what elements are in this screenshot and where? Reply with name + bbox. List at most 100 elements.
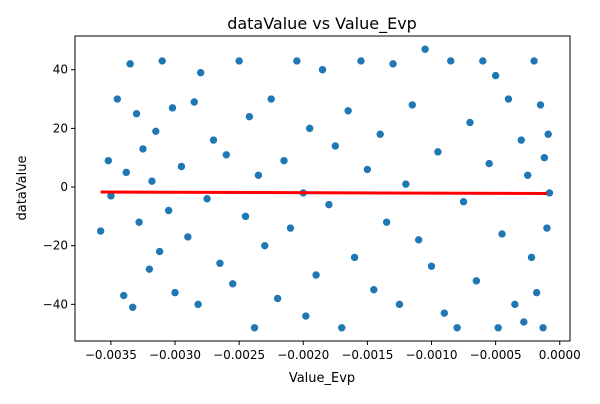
scatter-point bbox=[395, 300, 404, 309]
scatter-point bbox=[459, 197, 468, 206]
scatter-point bbox=[209, 135, 218, 145]
y-tick-label: −40 bbox=[43, 297, 68, 311]
x-tick-label: −0.0025 bbox=[213, 348, 265, 362]
scatter-point bbox=[125, 59, 135, 69]
scatter-point bbox=[363, 165, 372, 174]
y-tick-label: 20 bbox=[53, 121, 68, 135]
scatter-point bbox=[356, 56, 366, 66]
scatter-point bbox=[465, 118, 475, 127]
scatter-point bbox=[183, 232, 193, 242]
scatter-point bbox=[301, 311, 311, 321]
scatter-point bbox=[96, 226, 105, 236]
scatter-point bbox=[122, 168, 131, 177]
scatter-point bbox=[279, 156, 289, 165]
scatter-point bbox=[452, 323, 462, 333]
scatter-point bbox=[128, 302, 138, 312]
y-tick-label: −20 bbox=[43, 239, 68, 253]
x-axis-label: Value_Evp bbox=[289, 371, 355, 386]
y-axis-label: dataValue bbox=[15, 156, 30, 221]
x-tick-label: −0.0010 bbox=[405, 348, 457, 362]
scatter-point bbox=[497, 229, 507, 239]
scatter-point bbox=[343, 106, 353, 116]
x-tick-label: 0.0000 bbox=[539, 348, 581, 362]
scatter-point bbox=[155, 247, 164, 256]
scatter-point bbox=[542, 223, 552, 233]
scatter-point bbox=[484, 159, 494, 168]
scatter-point bbox=[292, 56, 302, 66]
scatter-point bbox=[529, 56, 539, 66]
scatter-point bbox=[273, 294, 282, 303]
scatter-point bbox=[241, 212, 250, 221]
scatter-point bbox=[527, 253, 536, 262]
scatter-point bbox=[170, 288, 180, 297]
scatter-point bbox=[189, 97, 199, 107]
scatter-point bbox=[369, 285, 379, 294]
scatter-point bbox=[305, 124, 314, 133]
scatter-point bbox=[523, 171, 532, 180]
scatter-point bbox=[151, 127, 161, 136]
scatter-point bbox=[491, 71, 500, 80]
y-axis: −40 −20 0 20 40 bbox=[43, 63, 75, 311]
scatter-point bbox=[375, 129, 385, 139]
x-tick-label: −0.0030 bbox=[149, 348, 201, 362]
scatter-point bbox=[260, 241, 270, 250]
scatter-point bbox=[134, 217, 144, 227]
scatter-point bbox=[250, 323, 259, 333]
scatter-point bbox=[157, 56, 167, 66]
scatter-point bbox=[318, 65, 327, 75]
scatter-point bbox=[401, 179, 411, 189]
scatter-point bbox=[472, 276, 481, 286]
scatter-point bbox=[266, 94, 276, 104]
scatter-point bbox=[350, 253, 359, 262]
scatter-point bbox=[540, 153, 549, 163]
scatter-point bbox=[493, 323, 503, 333]
scatter-point bbox=[254, 171, 263, 180]
x-tick-label: −0.0020 bbox=[277, 348, 329, 362]
scatter-point bbox=[543, 129, 553, 139]
x-tick-label: −0.0015 bbox=[341, 348, 393, 362]
plot-frame bbox=[74, 35, 571, 342]
scatter-point bbox=[427, 261, 436, 271]
scatter-point bbox=[532, 288, 541, 297]
scatter-point bbox=[168, 103, 177, 113]
x-tick-label: −0.0005 bbox=[470, 348, 522, 362]
scatter-point bbox=[145, 264, 154, 274]
scatter-point bbox=[324, 200, 334, 209]
scatter-point bbox=[228, 279, 238, 289]
scatter-point bbox=[164, 206, 173, 215]
scatter-point bbox=[193, 300, 203, 309]
scatter-point bbox=[286, 223, 295, 233]
scatter-point bbox=[504, 94, 513, 104]
scatter-point bbox=[538, 323, 548, 333]
scatter-point bbox=[510, 300, 520, 309]
scatter-point bbox=[196, 68, 205, 77]
scatter-point bbox=[147, 176, 157, 186]
scatter-point bbox=[382, 217, 391, 227]
scatter-point bbox=[407, 100, 417, 110]
y-tick-label: 0 bbox=[60, 180, 68, 194]
scatter-point bbox=[331, 141, 340, 151]
scatter-point bbox=[516, 135, 526, 145]
scatter-point bbox=[446, 56, 456, 66]
scatter-points bbox=[96, 44, 554, 333]
chart-title: dataValue vs Value_Evp bbox=[227, 14, 417, 34]
regression-line bbox=[100, 190, 547, 195]
scatter-point bbox=[440, 308, 449, 318]
scatter-point bbox=[414, 235, 423, 245]
scatter-point bbox=[519, 317, 529, 327]
scatter-point bbox=[311, 270, 321, 280]
scatter-point bbox=[177, 162, 186, 171]
scatter-point bbox=[337, 323, 347, 333]
x-axis: −0.0035 −0.0030 −0.0025 −0.0020 −0.0015 −0.00… bbox=[85, 341, 581, 362]
scatter-point bbox=[104, 156, 113, 165]
scatter-point bbox=[119, 291, 129, 300]
scatter-point bbox=[433, 147, 443, 157]
scatter-point bbox=[478, 56, 488, 66]
scatter-point bbox=[138, 144, 148, 154]
scatter-point bbox=[222, 150, 231, 160]
scatter-point bbox=[245, 112, 254, 121]
scatter-point bbox=[234, 56, 244, 66]
scatter-point bbox=[215, 258, 225, 268]
scatter-point bbox=[388, 59, 398, 69]
